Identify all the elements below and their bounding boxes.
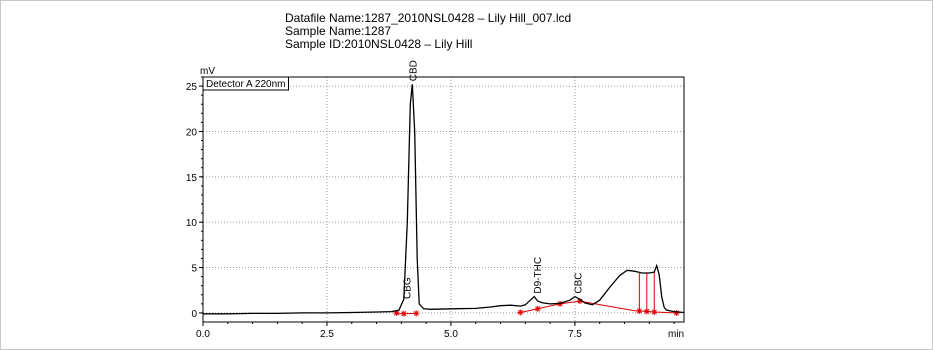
detector-legend-box [202, 76, 289, 91]
baseline-marker [534, 305, 541, 312]
baseline-marker [517, 309, 524, 316]
datafile-name: Datafile Name:1287_2010NSL0428 – Lily Hi… [285, 11, 572, 25]
y-axis-label: mV [200, 66, 215, 77]
chromatogram-trace [203, 84, 685, 315]
grid-layer [203, 77, 684, 322]
peak-label-d9-thc: D9-THC [533, 257, 544, 294]
marker-stroke [413, 310, 419, 316]
x-tick-label: 5.0 [444, 329, 458, 340]
marker-stroke [535, 306, 541, 312]
marker-stroke [636, 308, 642, 314]
x-tick-label: 7.5 [568, 329, 582, 340]
axis-layer: 0.0 2.5 5.0 7.5 0 5 10 15 20 25 [186, 76, 675, 340]
baseline-marker [651, 309, 658, 316]
y-tick-label: 20 [186, 127, 198, 138]
marker-stroke [393, 310, 399, 316]
y-tick-label: 10 [186, 218, 198, 229]
y-tick-label: 25 [186, 82, 198, 93]
baseline-marker [636, 307, 643, 314]
peak-label-cbc: CBC [573, 272, 584, 293]
marker-stroke [651, 309, 657, 315]
peak-label-cbd: CBD [408, 60, 419, 81]
detector-label: Detector A 220nm [206, 79, 286, 90]
x-tick-label: 2.5 [320, 329, 334, 340]
x-tick-label: 0.0 [196, 329, 210, 340]
marker-stroke [644, 308, 650, 314]
sample-id: Sample ID:2010NSL0428 – Lily Hill [285, 37, 473, 51]
baseline-marker [673, 309, 680, 316]
y-tick-label: 5 [191, 264, 197, 275]
sample-name: Sample Name:1287 [285, 24, 392, 38]
label-layer: CBG CBD D9-THC CBC [402, 60, 584, 299]
y-tick-label: 15 [186, 173, 198, 184]
peak-label-cbg: CBG [402, 277, 413, 299]
marker-stroke [401, 311, 407, 317]
x-axis-label: min [668, 329, 684, 340]
baseline-marker [413, 310, 420, 317]
detector-legend: Detector A 220nm [202, 76, 289, 91]
plot-area [202, 76, 685, 323]
chart-header: Datafile Name:1287_2010NSL0428 – Lily Hi… [285, 12, 571, 51]
marker-stroke [517, 309, 523, 316]
y-tick-label: 0 [191, 309, 197, 320]
baseline-marker [643, 308, 650, 315]
baseline-marker [400, 310, 407, 317]
